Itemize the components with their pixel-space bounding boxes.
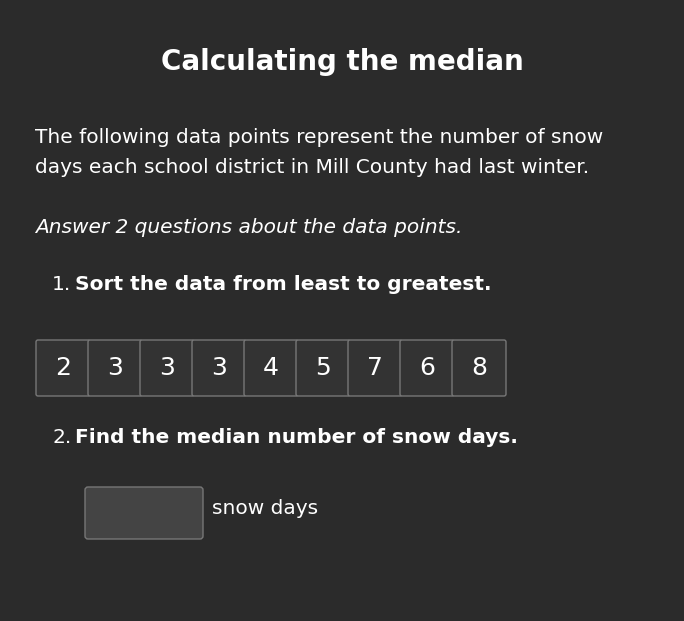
Text: 1.: 1. [52,275,71,294]
FancyBboxPatch shape [348,340,402,396]
Text: days each school district in Mill County had last winter.: days each school district in Mill County… [35,158,589,177]
Text: 3: 3 [107,356,123,380]
Text: 2.: 2. [52,428,71,447]
Text: 3: 3 [211,356,227,380]
FancyBboxPatch shape [140,340,194,396]
FancyBboxPatch shape [36,340,90,396]
Text: 8: 8 [471,356,487,380]
Text: 4: 4 [263,356,279,380]
Text: 6: 6 [419,356,435,380]
Text: 3: 3 [159,356,175,380]
Text: Find the median number of snow days.: Find the median number of snow days. [75,428,518,447]
Text: Sort the data from least to greatest.: Sort the data from least to greatest. [75,275,492,294]
FancyBboxPatch shape [452,340,506,396]
Text: 7: 7 [367,356,383,380]
FancyBboxPatch shape [192,340,246,396]
FancyBboxPatch shape [400,340,454,396]
Text: 2: 2 [55,356,71,380]
Text: Calculating the median: Calculating the median [161,48,523,76]
FancyBboxPatch shape [88,340,142,396]
Text: 5: 5 [315,356,331,380]
Text: snow days: snow days [212,499,318,519]
Text: The following data points represent the number of snow: The following data points represent the … [35,128,603,147]
Text: Answer 2 questions about the data points.: Answer 2 questions about the data points… [35,218,462,237]
FancyBboxPatch shape [244,340,298,396]
FancyBboxPatch shape [85,487,203,539]
FancyBboxPatch shape [296,340,350,396]
